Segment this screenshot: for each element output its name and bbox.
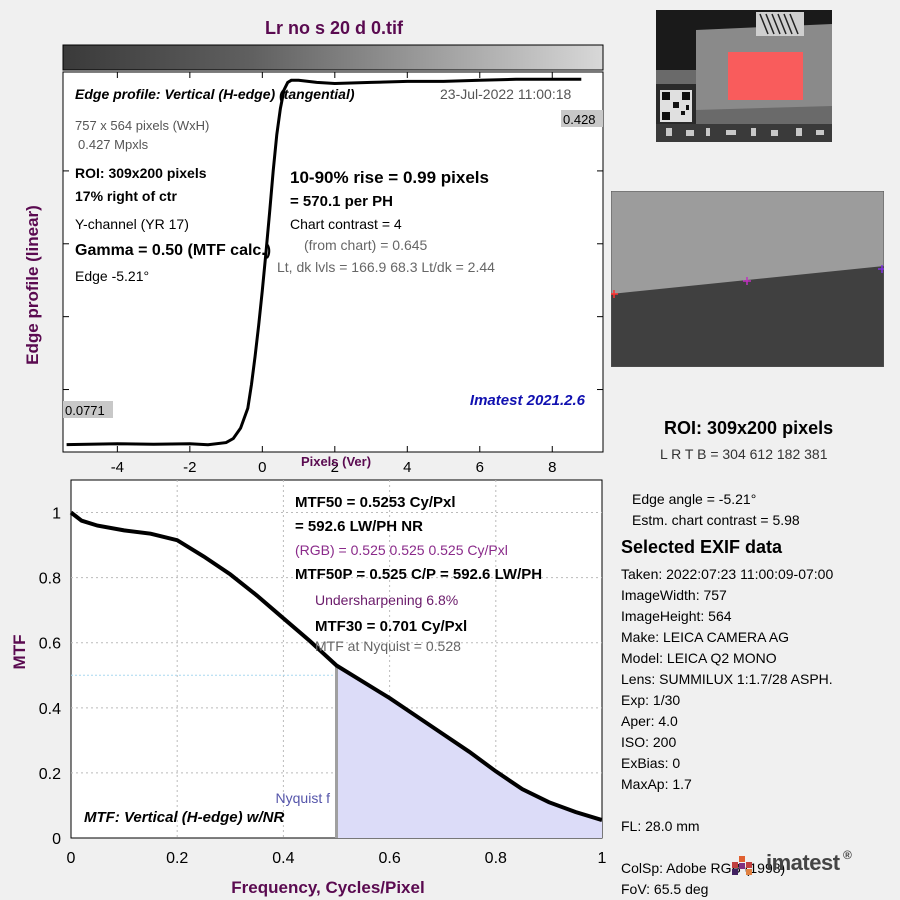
edge-x-tick-label: -2 — [183, 459, 196, 476]
nyquist-label: Nyquist f — [276, 790, 331, 806]
exif-fov: FoV: 65.5 deg — [621, 881, 709, 897]
info-roi: ROI: 309x200 pixels — [75, 165, 207, 181]
exif-exposure: Exp: 1/30 — [621, 692, 681, 708]
exif-focal-length: FL: 28.0 mm — [621, 818, 700, 834]
chart-thumbnail-image — [656, 10, 832, 142]
rise-line-1: 10-90% rise = 0.99 pixels — [290, 168, 489, 187]
mtf-y-tick-label: 0.4 — [39, 701, 61, 718]
edge-date: 23-Jul-2022 11:00:18 — [440, 86, 571, 102]
exif-exbias: ExBias: 0 — [621, 755, 681, 771]
edge-profile-chart: -4 -2 0 2 4 6 8 Pixels (Ver) Edge profile (lin… — [23, 44, 604, 476]
edge-x-tick-label: 2 — [331, 459, 339, 476]
mtf-x-tick-label: 0 — [67, 850, 76, 867]
mtf30-label: MTF30 = 0.701 Cy/Pxl — [315, 618, 467, 635]
mtf-x-axis-label: Frequency, Cycles/Pixel — [231, 878, 424, 897]
mtf-y-tick-label: 0.6 — [39, 636, 61, 653]
roi-crop-image — [611, 191, 884, 367]
mtf-y-axis-label: MTF — [10, 635, 29, 670]
chart-contrast-line: Chart contrast = 4 — [290, 216, 402, 232]
mtf-x-tick-label: 0.4 — [272, 850, 294, 867]
imatest-logo-text: imatest — [766, 850, 840, 875]
edge-x-tick-label: 4 — [403, 459, 411, 476]
info-position: 17% right of ctr — [75, 188, 177, 204]
exif-lens: Lens: SUMMILUX 1:1.7/28 ASPH. — [621, 671, 833, 687]
edge-angle-label: Edge angle = -5.21° — [632, 491, 757, 507]
page-title: Lr no s 20 d 0.tif — [264, 18, 404, 38]
bottom-value-label: 0.0771 — [65, 403, 105, 418]
mtf50-lwph-label: = 592.6 LW/PH NR — [295, 518, 423, 535]
edge-gradient-strip — [63, 45, 603, 70]
exif-height: ImageHeight: 564 — [621, 608, 732, 624]
imatest-logo: imatest ® — [728, 848, 858, 880]
mtf50p-label: MTF50P = 0.525 C/P = 592.6 LW/PH — [295, 566, 542, 583]
edge-plot-area — [62, 71, 604, 453]
levels-line: Lt, dk lvls = 166.9 68.3 Lt/dk = 2.44 — [277, 259, 495, 275]
mtf-x-tick-label: 0.6 — [378, 850, 400, 867]
edge-heading: Edge profile: Vertical (H-edge) (tangent… — [75, 86, 355, 102]
mtf-x-tick-label: 0.8 — [485, 850, 507, 867]
info-gamma: Gamma = 0.50 (MTF calc.) — [75, 242, 271, 259]
mtf-y-tick-label: 0.2 — [39, 766, 61, 783]
undersharpening-label: Undersharpening 6.8% — [315, 592, 458, 608]
mtf-corner-label: MTF: Vertical (H-edge) w/NR — [84, 809, 284, 826]
version-label: Imatest 2021.2.6 — [470, 392, 586, 409]
rise-line-2: = 570.1 per PH — [290, 193, 393, 210]
edge-x-tick-label: 8 — [548, 459, 556, 476]
chart-contrast-estimate: Estm. chart contrast = 5.98 — [632, 512, 800, 528]
exif-iso: ISO: 200 — [621, 734, 677, 750]
mtf-x-tick-label: 1 — [598, 850, 607, 867]
mtf-nyquist-label: MTF at Nyquist = 0.528 — [315, 638, 461, 654]
info-size: 757 x 564 pixels (WxH) — [75, 118, 209, 133]
mtf50-label: MTF50 = 0.5253 Cy/Pxl — [295, 494, 456, 511]
mtf50-rgb-label: (RGB) = 0.525 0.525 0.525 Cy/Pxl — [295, 542, 508, 558]
bottom-value-tag — [63, 401, 113, 418]
exif-make: Make: LEICA CAMERA AG — [621, 629, 790, 645]
imatest-logo-mark-icon — [732, 856, 752, 875]
top-value-tag — [561, 110, 603, 127]
from-chart-line: (from chart) = 0.645 — [304, 237, 428, 253]
mtf-curve — [69, 510, 603, 823]
mtf-y-tick-label: 1 — [52, 506, 61, 523]
mtf-y-tick-label: 0 — [52, 831, 61, 848]
exif-heading: Selected EXIF data — [621, 537, 783, 557]
info-edge: Edge -5.21° — [75, 268, 149, 284]
edge-y-axis-label: Edge profile (linear) — [23, 205, 42, 365]
top-value-label: 0.428 — [563, 112, 596, 127]
mtf-x-tick-label: 0.2 — [166, 850, 188, 867]
imatest-logo-registered: ® — [843, 848, 852, 862]
roi-coords: L R T B = 304 612 182 381 — [660, 446, 828, 462]
edge-x-tick-label: -4 — [111, 459, 124, 476]
exif-taken: Taken: 2022:07:23 11:00:09-07:00 — [621, 566, 834, 582]
info-channel: Y-channel (YR 17) — [75, 216, 189, 232]
edge-profile-line — [66, 77, 582, 447]
exif-model: Model: LEICA Q2 MONO — [621, 650, 777, 666]
mtf-chart: 0 0.2 0.4 0.6 0.8 1 0 0.2 0.4 0.6 0.8 1 Frequency,… — [10, 479, 607, 897]
mtf-y-tick-label: 0.8 — [39, 571, 61, 588]
exif-aperture: Aper: 4.0 — [621, 713, 678, 729]
roi-title: ROI: 309x200 pixels — [664, 418, 834, 438]
exif-maxap: MaxAp: 1.7 — [621, 776, 692, 792]
edge-x-tick-label: 6 — [476, 459, 484, 476]
edge-x-tick-label: 0 — [258, 459, 266, 476]
edge-x-axis-label: Pixels (Ver) — [301, 454, 371, 469]
info-mpxls: 0.427 Mpxls — [78, 137, 149, 152]
exif-width: ImageWidth: 757 — [621, 587, 727, 603]
